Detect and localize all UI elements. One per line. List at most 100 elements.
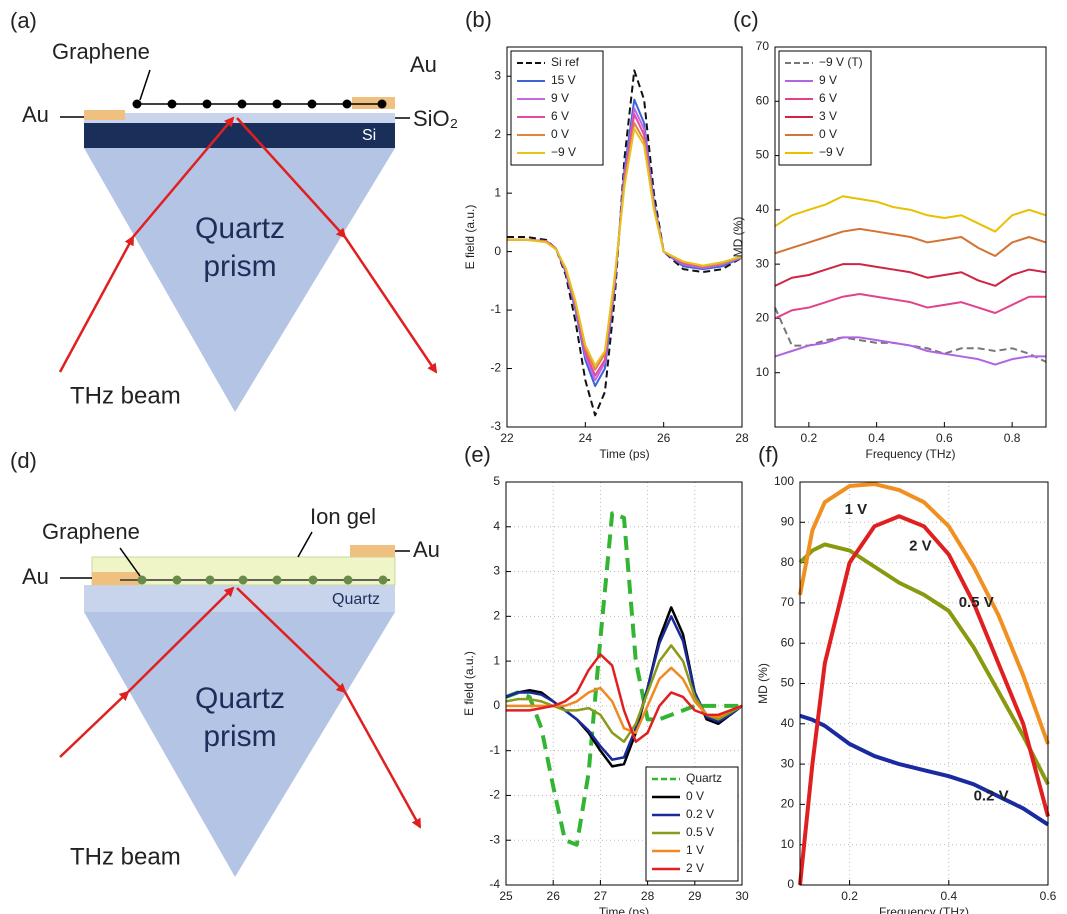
au-pad: [350, 545, 395, 557]
plot-frame: [505, 481, 743, 886]
series-line: [774, 195, 1047, 233]
legend-label: 0 V: [819, 127, 837, 141]
label: Au: [22, 102, 49, 127]
x-tick-label: 22: [500, 431, 514, 445]
y-tick-label: 2: [493, 609, 500, 623]
series-label: 0.5 V: [959, 594, 994, 611]
series-label: 2 V: [909, 537, 932, 554]
label: THz beam: [70, 843, 181, 870]
legend-label: 1 V: [686, 843, 704, 857]
series-line: [774, 227, 1047, 257]
panel-label: (f): [758, 442, 779, 467]
y-tick-label: 60: [781, 635, 795, 649]
panel-label: (e): [464, 442, 491, 467]
label: Au: [410, 52, 437, 77]
legend-label: −9 V: [819, 145, 844, 159]
x-tick-label: 27: [594, 889, 608, 903]
series-line: [507, 127, 743, 367]
y-tick-label: 80: [781, 555, 795, 569]
x-axis-label: Time (ps): [599, 905, 649, 914]
legend-label: −9 V (T): [819, 55, 863, 69]
y-tick-label: 3: [493, 564, 500, 578]
series-line: [506, 666, 743, 735]
y-tick-label: 40: [781, 716, 795, 730]
sio2-layer: [84, 113, 395, 123]
plot-frame: [799, 481, 1049, 886]
x-tick-label: 26: [547, 889, 561, 903]
y-tick-label: 30: [781, 756, 795, 770]
series-line: [507, 69, 743, 417]
legend-box: [778, 50, 872, 166]
graphene: [132, 99, 387, 109]
label: Quartz: [195, 212, 285, 245]
diagram-a: (a) Graphene Au Au SiO₂ Si Quartz prism …: [10, 8, 458, 412]
series-line: [799, 713, 1050, 827]
y-tick-label: 100: [774, 474, 794, 488]
y-tick-label: 5: [493, 474, 500, 488]
x-axis-label: Time (ps): [599, 447, 649, 461]
legend-label: 9 V: [551, 91, 569, 105]
y-tick-label: 30: [756, 256, 770, 270]
legend-label: 3 V: [819, 109, 837, 123]
legend-label: 2 V: [686, 861, 704, 875]
y-axis-label: MD (%): [731, 217, 745, 258]
beam-path: [58, 116, 438, 374]
panel-label: (b): [465, 7, 492, 32]
label: Graphene: [42, 519, 140, 544]
legend-box: [510, 50, 604, 166]
leader: [119, 547, 141, 577]
prism: [84, 148, 395, 412]
y-tick-label: 70: [756, 39, 770, 53]
series-line: [505, 511, 742, 847]
series-line: [798, 482, 1050, 745]
x-tick-label: 29: [688, 889, 702, 903]
y-tick-label: 40: [756, 202, 770, 216]
x-tick-label: 0.6: [936, 431, 953, 445]
y-tick-label: 10: [781, 837, 795, 851]
chart: (f) 0.2 0.4 0.6 0 10 20 30 40 50 60 70 80 90 100 Freque…: [756, 442, 1056, 914]
y-tick-label: 2: [494, 127, 501, 141]
y-tick-label: -1: [489, 743, 500, 757]
y-tick-label: 60: [756, 93, 770, 107]
series-label: 1 V: [845, 501, 868, 518]
label: prism: [203, 250, 276, 283]
x-tick-label: 26: [657, 431, 671, 445]
y-tick-label: 0: [493, 698, 500, 712]
label: prism: [203, 720, 276, 753]
label: Ion gel: [310, 504, 376, 529]
label: Au: [22, 564, 49, 589]
y-tick-label: 1: [494, 185, 501, 199]
legend-label: Quartz: [686, 771, 722, 785]
x-tick-label: 28: [735, 431, 749, 445]
series-line: [798, 514, 1050, 886]
legend-label: 6 V: [819, 91, 837, 105]
diagram-d: (d) Graphene Ion gel Au Au Quartz Quartz…: [10, 448, 440, 877]
y-tick-label: 10: [756, 365, 770, 379]
prism: [84, 612, 395, 877]
legend-label: Si ref: [551, 55, 580, 69]
x-tick-label: 30: [735, 889, 749, 903]
y-tick-label: -1: [490, 302, 501, 316]
y-tick-label: 50: [781, 676, 795, 690]
leader: [297, 531, 313, 558]
legend-label: 15 V: [551, 73, 576, 87]
y-axis-label: E field (a.u.): [462, 651, 476, 716]
x-tick-label: 0.4: [868, 431, 885, 445]
x-tick-label: 24: [579, 431, 593, 445]
graphene: [120, 575, 390, 585]
au-pad: [352, 97, 395, 109]
y-tick-label: 70: [781, 595, 795, 609]
panel-label: (a): [10, 8, 37, 33]
series-line: [774, 307, 1047, 363]
legend-label: 0.2 V: [686, 807, 714, 821]
beam-path: [59, 586, 422, 829]
label: SiO₂: [413, 106, 458, 131]
chart: (b) 22 24 26 28 -3 -2 -1 0 1 2 3 Time (ps) E field (a…: [463, 7, 749, 461]
legend-label: 0 V: [551, 127, 569, 141]
panel-label: (d): [10, 448, 37, 473]
x-tick-label: 0.8: [1004, 431, 1021, 445]
chart: (e) 25 26 27 28 29 30 -4 -3 -2 -1 0 1 2 3 4 5 Time (ps) E …: [462, 442, 749, 914]
x-axis-label: Frequency (THz): [865, 447, 955, 461]
au-pad: [84, 110, 125, 120]
legend-label: −9 V: [551, 145, 576, 159]
